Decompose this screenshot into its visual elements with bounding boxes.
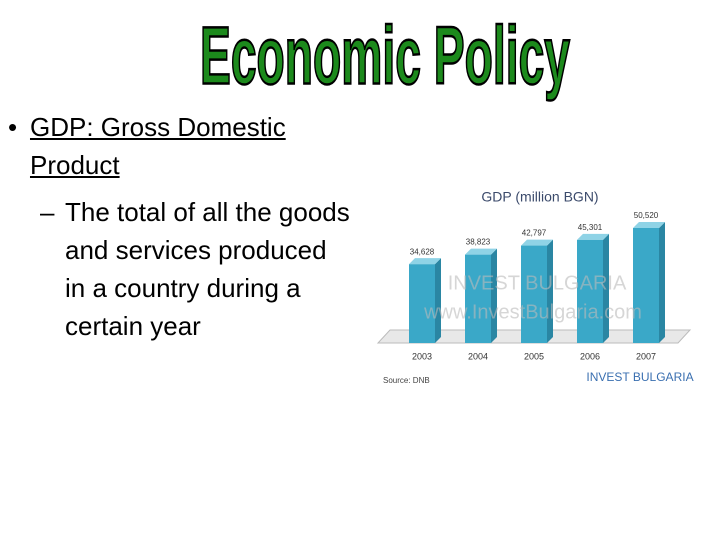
bar [633, 228, 659, 343]
bar-side [491, 248, 497, 343]
bar-top [465, 248, 497, 255]
data-label: 50,520 [634, 211, 659, 220]
watermark: INVEST BULGARIA [448, 272, 627, 294]
logo-text: INVEST BULGARIA [586, 370, 693, 384]
sub-bullet: – The total of all the goods and services… [40, 193, 350, 345]
watermark-url: www.InvestBulgaria.com [423, 301, 642, 323]
data-label: 34,628 [410, 247, 435, 256]
bar [577, 239, 603, 343]
bullet-text: GDP: Gross Domestic Product [29, 112, 286, 180]
x-tick-label: 2007 [636, 351, 656, 361]
bar [409, 264, 435, 343]
x-tick-label: 2006 [580, 351, 600, 361]
sub-bullet-text: The total of all the goods and services … [65, 197, 350, 341]
bar-side [659, 222, 665, 343]
chart-title: GDP (million BGN) [481, 189, 598, 205]
x-tick-label: 2005 [524, 351, 544, 361]
bullet: • GDP: Gross Domestic Product [8, 108, 328, 184]
x-tick-label: 2004 [468, 351, 488, 361]
bar [465, 254, 491, 343]
slide-title: Economic Policy [200, 11, 570, 102]
bar-top [577, 233, 609, 240]
data-label: 45,301 [578, 223, 603, 232]
bar-top [633, 222, 665, 228]
bar-side [547, 239, 553, 343]
bar-top [521, 239, 553, 246]
x-tick-label: 2003 [412, 351, 432, 361]
data-label: 38,823 [466, 238, 491, 247]
source-note: Source: DNB [383, 376, 430, 385]
bar-side [435, 258, 441, 343]
bar-top [409, 258, 441, 265]
bar-side [603, 233, 609, 343]
bar [521, 245, 547, 343]
data-label: 42,797 [522, 229, 547, 238]
